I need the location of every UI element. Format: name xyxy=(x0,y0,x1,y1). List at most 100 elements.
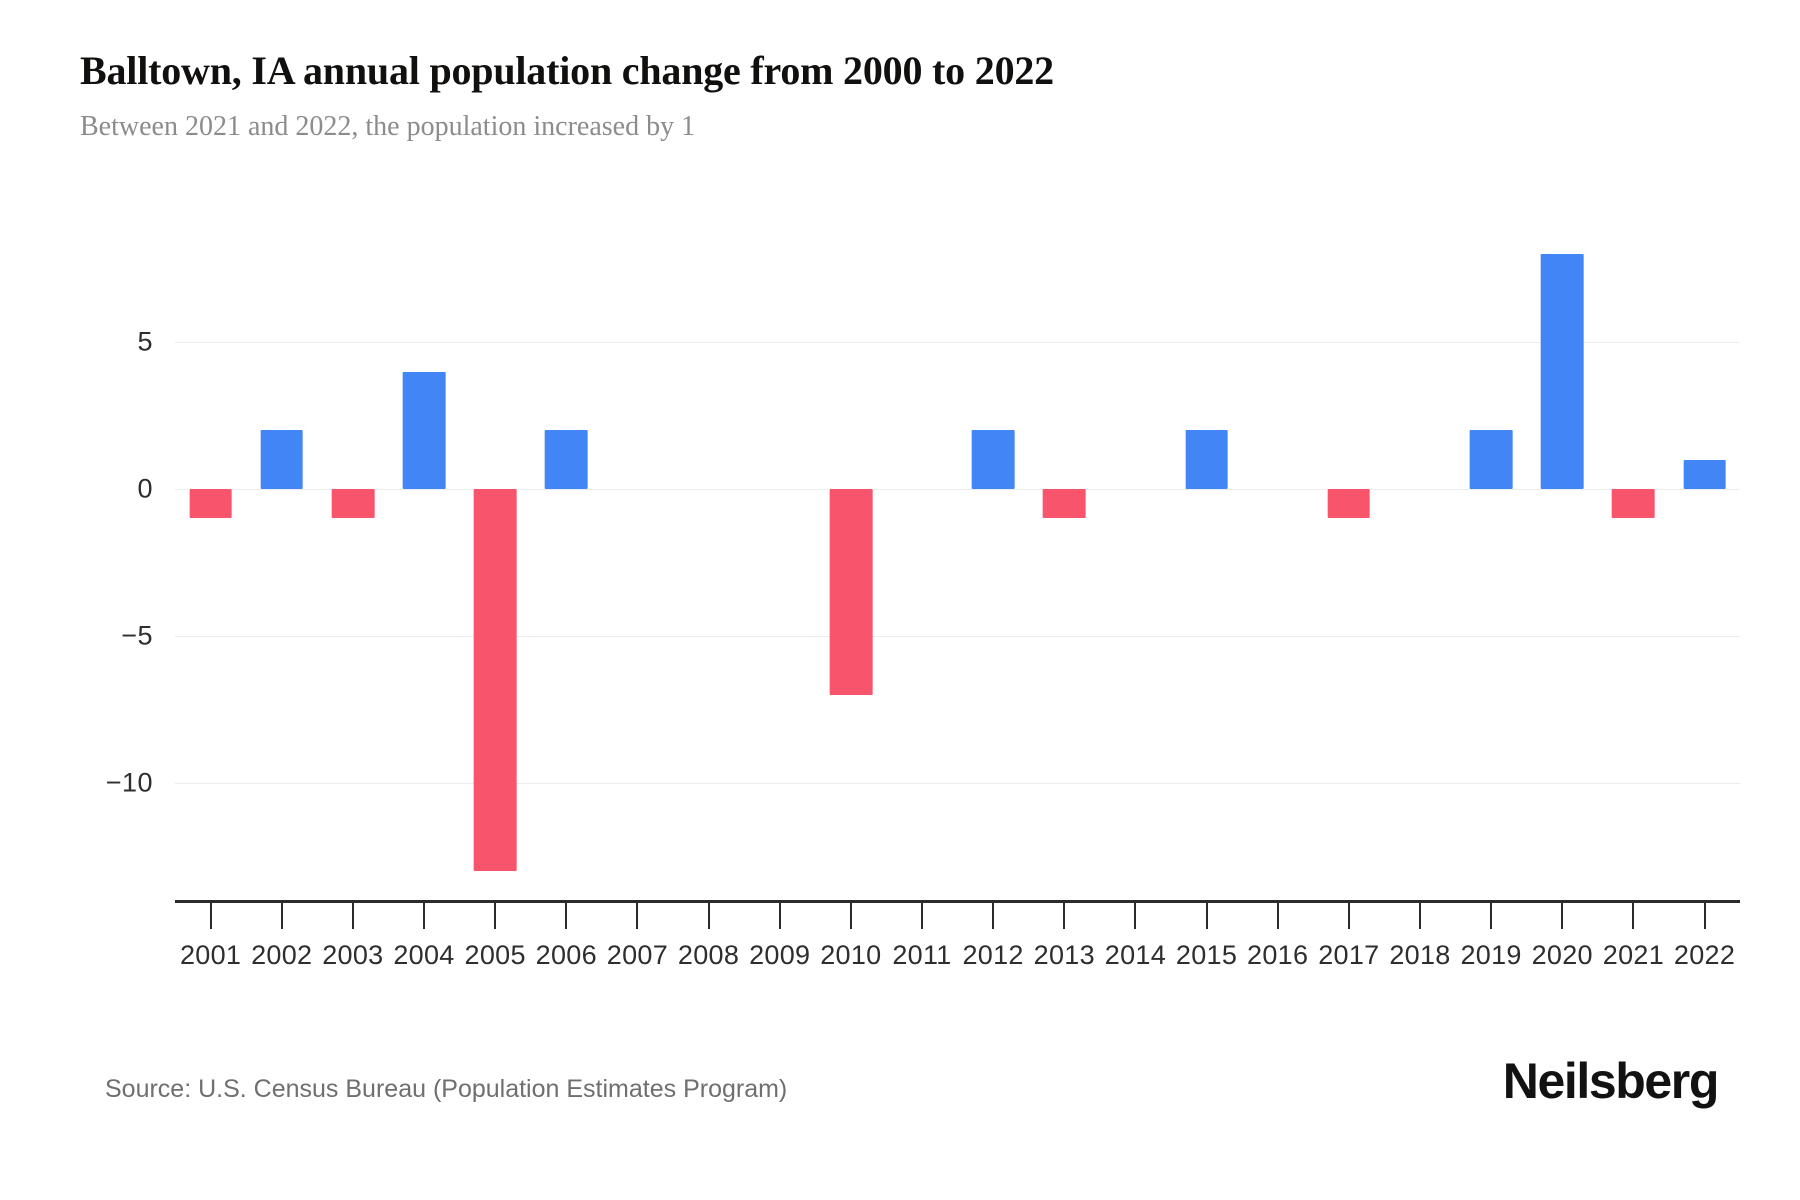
bar-slot xyxy=(815,225,886,900)
x-axis-tick-label: 2018 xyxy=(1389,940,1451,970)
bar-2012[interactable] xyxy=(971,430,1015,490)
x-axis-tick-label: 2006 xyxy=(535,940,597,970)
bar-slot xyxy=(1527,225,1598,900)
tick-mark xyxy=(636,903,639,929)
bar-2004[interactable] xyxy=(402,371,446,490)
bar-slot xyxy=(1598,225,1669,900)
bar-slot xyxy=(744,225,815,900)
y-axis-tick-label: −10 xyxy=(105,767,153,798)
x-axis-tick xyxy=(886,903,957,929)
y-axis-tick-label: −5 xyxy=(121,620,153,651)
tick-mark xyxy=(422,903,425,929)
x-axis-tick-label: 2008 xyxy=(677,940,740,970)
gridline xyxy=(175,635,1740,637)
bar-2019[interactable] xyxy=(1469,430,1513,490)
x-axis-tick-label: 2007 xyxy=(606,940,669,970)
x-axis-tick xyxy=(744,903,815,929)
bar-slot xyxy=(1029,225,1100,900)
gridline xyxy=(175,782,1740,784)
tick-mark xyxy=(1205,903,1208,929)
x-axis-tick xyxy=(1242,903,1313,929)
x-axis-tick xyxy=(317,903,388,929)
x-axis-tick-label: 2012 xyxy=(962,940,1024,970)
bar-2021[interactable] xyxy=(1612,489,1655,519)
x-axis-tick xyxy=(1029,903,1100,929)
x-axis-tick-label: 2016 xyxy=(1247,940,1309,970)
tick-mark xyxy=(280,903,283,929)
tick-mark xyxy=(707,903,710,929)
bar-2006[interactable] xyxy=(544,430,588,490)
bar-slot xyxy=(531,225,602,900)
x-axis-tick xyxy=(1171,903,1242,929)
x-axis-tick xyxy=(175,903,246,929)
x-axis-tick-label: 2009 xyxy=(749,940,811,970)
x-axis-tick xyxy=(1598,903,1669,929)
tick-mark xyxy=(209,903,212,929)
bar-2010[interactable] xyxy=(829,489,873,695)
bar-slot xyxy=(460,225,531,900)
plot-area xyxy=(175,225,1740,900)
x-axis-tick xyxy=(1527,903,1598,929)
bar-slot xyxy=(317,225,388,900)
tick-mark xyxy=(1490,903,1493,929)
bar-2003[interactable] xyxy=(331,489,375,519)
x-axis-tick-label: 2013 xyxy=(1033,940,1095,970)
tick-mark xyxy=(565,903,568,929)
x-axis-line xyxy=(175,900,1740,903)
bar-slot xyxy=(1100,225,1171,900)
x-axis-tick xyxy=(1100,903,1171,929)
source-note: Source: U.S. Census Bureau (Population E… xyxy=(105,1075,788,1103)
x-axis-tick xyxy=(1384,903,1455,929)
bar-slot xyxy=(958,225,1029,900)
bar-slot xyxy=(1242,225,1313,900)
bar-2001[interactable] xyxy=(189,489,232,519)
tick-mark xyxy=(1561,903,1564,929)
x-axis-tick-label: 2014 xyxy=(1104,940,1167,970)
x-axis-tick-label: 2001 xyxy=(179,940,242,970)
x-axis-tick-label: 2005 xyxy=(464,940,526,970)
tick-mark xyxy=(1418,903,1421,929)
tick-mark xyxy=(1703,903,1706,929)
bar-slot xyxy=(1384,225,1455,900)
bar-2002[interactable] xyxy=(260,430,304,490)
bar-series xyxy=(175,225,1740,900)
x-axis-tick xyxy=(1313,903,1384,929)
x-axis-tick-label: 2017 xyxy=(1318,940,1380,970)
tick-mark xyxy=(494,903,497,929)
x-axis-tick-label: 2002 xyxy=(251,940,313,970)
x-axis-tick xyxy=(1456,903,1527,929)
x-axis-tick xyxy=(602,903,673,929)
bar-2020[interactable] xyxy=(1540,254,1584,490)
bar-2022[interactable] xyxy=(1683,459,1726,490)
bar-2005[interactable] xyxy=(473,489,517,871)
x-axis-tick xyxy=(460,903,531,929)
bar-slot xyxy=(673,225,744,900)
x-axis-tick-label: 2011 xyxy=(892,940,952,970)
x-axis-tick-label: 2021 xyxy=(1602,940,1665,970)
bar-slot xyxy=(886,225,957,900)
x-axis-tick xyxy=(531,903,602,929)
chart-subtitle: Between 2021 and 2022, the population in… xyxy=(80,111,696,142)
bar-slot xyxy=(388,225,459,900)
y-axis-labels: 5 0 −5 −10 xyxy=(0,225,175,900)
tick-mark xyxy=(1276,903,1279,929)
x-axis-tick-label: 2004 xyxy=(393,940,455,970)
x-axis-tick xyxy=(673,903,744,929)
x-axis-tick-label: 2022 xyxy=(1673,940,1736,970)
bar-2013[interactable] xyxy=(1042,489,1086,519)
bar-slot xyxy=(602,225,673,900)
x-axis-tick xyxy=(815,903,886,929)
tick-mark xyxy=(1632,903,1635,929)
bar-2017[interactable] xyxy=(1327,489,1371,519)
x-axis-labels: 2001 2002 2003 2004 2005 2006 2007 2008 2009 2010… xyxy=(175,940,1740,980)
bar-slot xyxy=(1171,225,1242,900)
bar-slot xyxy=(1669,225,1740,900)
tick-mark xyxy=(849,903,852,929)
page-title: Balltown, IA annual population change fr… xyxy=(80,48,1054,93)
tick-mark xyxy=(1347,903,1350,929)
x-axis-tick-label: 2003 xyxy=(322,940,384,970)
bar-2015[interactable] xyxy=(1185,430,1228,490)
tick-mark xyxy=(1134,903,1137,929)
bar-slot xyxy=(175,225,246,900)
